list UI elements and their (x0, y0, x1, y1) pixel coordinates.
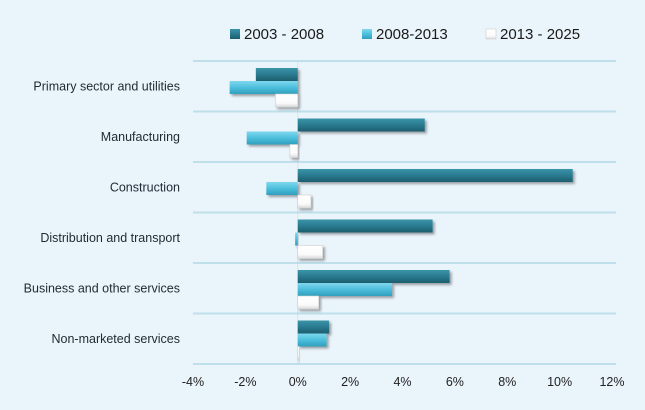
category-label: Non-marketed services (51, 332, 180, 346)
bar-2008-2013 (246, 131, 298, 145)
x-tick-label: 12% (599, 375, 624, 389)
bar-2013-2025 (297, 346, 300, 360)
legend-swatch (362, 29, 372, 39)
bar-2003-2008 (297, 169, 573, 182)
bar-2003-2008 (255, 68, 298, 81)
x-tick-label: 4% (393, 375, 411, 389)
bar-2003-2008 (297, 219, 433, 233)
x-tick-label: 2% (341, 375, 359, 389)
legend-label: 2008-2013 (376, 26, 448, 43)
bar-2008-2013 (297, 333, 327, 347)
x-tick-label: 0% (289, 375, 307, 389)
bar-2008-2013 (295, 232, 298, 246)
legend-swatch (485, 28, 497, 40)
x-tick-label: 8% (498, 375, 516, 389)
x-tick-label: -2% (234, 375, 256, 389)
legend: 2003 - 2008 2008-2013 2013 - 2025 (230, 26, 580, 43)
gridlines (193, 60, 616, 365)
category-labels: Primary sector and utilities Manufacturin… (24, 79, 181, 346)
x-tick-label: 10% (547, 375, 572, 389)
bars (229, 68, 573, 360)
x-tick-label: 6% (446, 375, 464, 389)
bar-2003-2008 (297, 320, 330, 334)
category-label: Construction (110, 180, 180, 194)
category-label: Primary sector and utilities (33, 79, 180, 93)
bar-2013-2025 (289, 144, 299, 158)
bar-2013-2025 (297, 194, 312, 209)
bar-2003-2008 (297, 118, 425, 132)
bar-2003-2008 (297, 270, 450, 283)
x-axis-tick-labels: -4% -2% 0% 2% 4% 6% 8% 10% 12% (182, 375, 625, 389)
x-tick-label: -4% (182, 375, 204, 389)
bar-2013-2025 (275, 93, 299, 108)
legend-label: 2013 - 2025 (500, 26, 580, 43)
legend-swatch (230, 29, 240, 39)
legend-label: 2003 - 2008 (244, 26, 324, 43)
category-label: Manufacturing (101, 130, 180, 144)
bar-2008-2013 (229, 81, 298, 94)
bar-2013-2025 (297, 295, 320, 310)
category-label: Distribution and transport (40, 231, 180, 245)
bar-2008-2013 (266, 182, 298, 195)
bar-2008-2013 (297, 283, 393, 296)
bar-2013-2025 (297, 245, 323, 259)
category-label: Business and other services (24, 281, 180, 295)
